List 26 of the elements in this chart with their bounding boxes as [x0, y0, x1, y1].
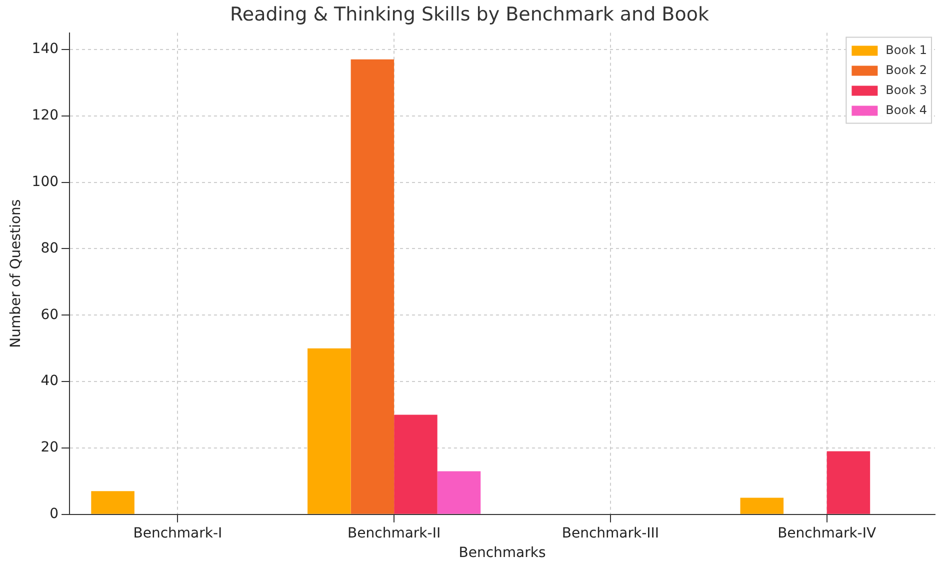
x-tick-label: Benchmark-III — [562, 525, 660, 542]
y-tick-label: 140 — [32, 41, 59, 58]
bar — [394, 414, 438, 514]
chart-title: Reading & Thinking Skills by Benchmark and Book — [230, 3, 709, 26]
bar — [91, 491, 134, 514]
legend-label: Book 1 — [886, 42, 928, 57]
y-tick-label: 120 — [32, 107, 59, 124]
y-tick-label: 80 — [40, 240, 59, 256]
bar — [740, 498, 784, 514]
bar — [826, 451, 870, 514]
y-tick-label: 20 — [40, 440, 59, 456]
y-axis-title: Number of Questions — [8, 199, 24, 348]
y-tick-label: 100 — [32, 174, 59, 190]
bar — [308, 348, 351, 514]
y-tick-label: 0 — [50, 506, 59, 522]
y-tick-label: 60 — [40, 306, 59, 323]
x-tick-label: Benchmark-II — [348, 525, 441, 542]
legend-label: Book 4 — [886, 102, 928, 117]
legend-label: Book 3 — [886, 82, 928, 97]
x-tick-label: Benchmark-IV — [778, 525, 876, 542]
x-tick-label: Benchmark-I — [133, 525, 222, 542]
legend-label: Book 2 — [886, 62, 928, 77]
bar — [350, 59, 394, 514]
y-tick-label: 40 — [40, 373, 59, 390]
x-axis-title: Benchmarks — [458, 545, 546, 562]
bar — [437, 471, 481, 514]
